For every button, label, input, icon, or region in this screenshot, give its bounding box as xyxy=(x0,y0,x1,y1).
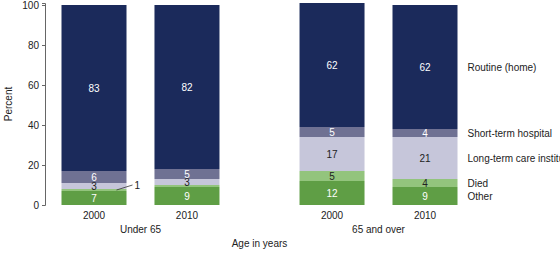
bar-segment xyxy=(300,181,365,205)
group-label: 65 and over xyxy=(352,224,405,235)
x-axis: 2000 2010 2000 2010 Under 65 65 and over xyxy=(83,210,437,235)
data-label: 4 xyxy=(422,178,428,189)
y-tick-label: 0 xyxy=(33,200,39,211)
y-tick-label: 60 xyxy=(28,80,40,91)
chart-container: 79129154331721655483826262OtherDiedLong-… xyxy=(0,0,560,253)
y-tick-mark xyxy=(42,45,45,46)
series-labels: Other Died Long-term care institution Short… xyxy=(468,62,560,202)
bar-segment xyxy=(300,3,365,127)
x-tick-label: 2000 xyxy=(321,210,344,221)
bar-segment xyxy=(300,137,365,171)
bar-segment xyxy=(154,187,219,205)
bar-segment xyxy=(393,137,458,179)
bar-segment xyxy=(62,171,127,183)
data-label: 62 xyxy=(419,62,431,73)
data-label: 21 xyxy=(419,153,431,164)
data-label: 5 xyxy=(329,127,335,138)
data-label: 9 xyxy=(184,191,190,202)
data-label: 83 xyxy=(88,83,100,94)
data-label: 17 xyxy=(326,149,338,160)
y-tick-mark xyxy=(42,165,45,166)
y-tick-label: 20 xyxy=(28,160,40,171)
y-tick: 80 xyxy=(28,40,45,51)
y-tick-mark xyxy=(42,205,45,206)
y-tick-mark xyxy=(42,5,45,6)
x-tick-label: 2000 xyxy=(83,210,106,221)
y-axis: 0 20 40 60 80 100 xyxy=(22,0,45,211)
y-tick-label: 80 xyxy=(28,40,40,51)
bar-segment xyxy=(300,171,365,181)
data-label: 12 xyxy=(326,188,338,199)
bar-segment xyxy=(154,169,219,179)
group-label: Under 65 xyxy=(120,224,162,235)
data-label: 6 xyxy=(91,172,97,183)
x-tick-label: 2010 xyxy=(176,210,199,221)
chart-svg: 79129154331721655483826262OtherDiedLong-… xyxy=(0,0,560,253)
data-labels: 79129154331721655483826262 xyxy=(88,60,431,204)
bar-segment xyxy=(154,5,219,169)
y-axis-line xyxy=(42,4,46,206)
data-label: 7 xyxy=(91,193,97,204)
data-label: 5 xyxy=(329,171,335,182)
leader-line xyxy=(117,185,133,190)
bar-segment xyxy=(393,5,458,129)
series-label: Routine (home) xyxy=(468,62,537,73)
data-label: 5 xyxy=(184,169,190,180)
data-label: 9 xyxy=(422,191,428,202)
y-tick: 100 xyxy=(22,0,45,11)
y-tick: 40 xyxy=(28,120,45,131)
y-tick: 60 xyxy=(28,80,45,91)
y-tick-label: 40 xyxy=(28,120,40,131)
bar-segment xyxy=(393,187,458,205)
data-label: 4 xyxy=(422,128,428,139)
bar-segment xyxy=(300,127,365,137)
series-label: Died xyxy=(468,178,489,189)
series-label: Long-term care institution xyxy=(468,153,560,164)
bars xyxy=(62,3,458,205)
x-axis-title: Age in years xyxy=(232,238,288,249)
data-label: 82 xyxy=(181,82,193,93)
y-tick-mark xyxy=(42,125,45,126)
data-label: 1 xyxy=(135,180,141,191)
bar-segment xyxy=(62,5,127,171)
y-tick-mark xyxy=(42,85,45,86)
series-label: Short-term hospital xyxy=(468,128,552,139)
y-tick-label: 100 xyxy=(22,0,39,11)
series-label: Other xyxy=(468,191,494,202)
y-axis-title: Percent xyxy=(3,87,14,122)
bar-segment xyxy=(62,191,127,205)
y-tick: 0 xyxy=(33,200,45,211)
data-label: 62 xyxy=(326,60,338,71)
x-tick-label: 2010 xyxy=(414,210,437,221)
y-tick: 20 xyxy=(28,160,45,171)
